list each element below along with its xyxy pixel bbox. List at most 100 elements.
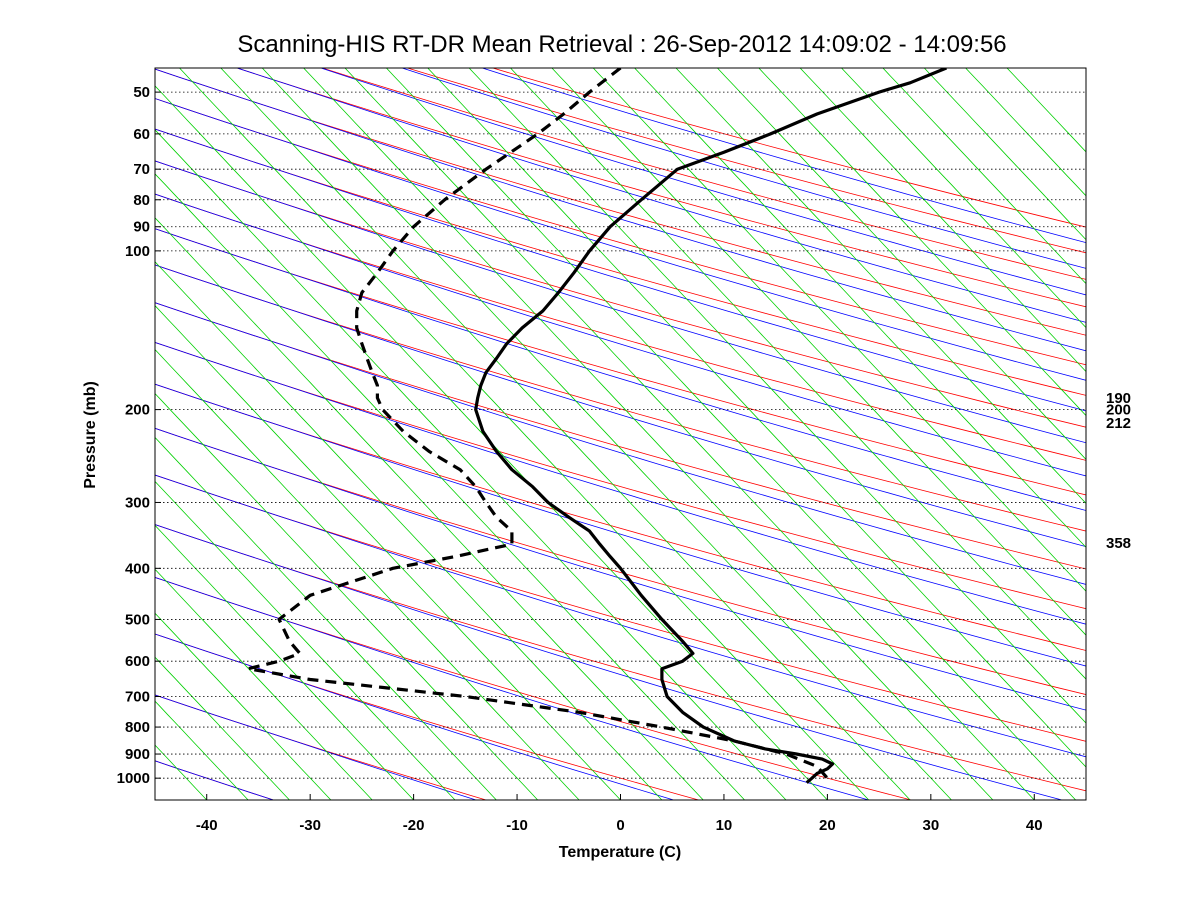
dry-adiabats-line: [155, 427, 1086, 696]
right-label: 358: [1106, 535, 1131, 552]
y-tick-label: 200: [125, 402, 150, 419]
moist-adiabats-line: [155, 264, 1086, 548]
mixing-ratio-lines-line: [509, 68, 1086, 680]
right-label: 190: [1106, 390, 1131, 407]
x-axis-label: Temperature (C): [559, 844, 681, 861]
moist-adiabats-line: [155, 228, 1086, 511]
y-tick-label: 800: [125, 719, 150, 736]
y-axis-label: Pressure (mb): [82, 381, 99, 489]
dewpoint-line: [246, 68, 829, 780]
y-tick-label: 100: [125, 243, 150, 260]
moist-adiabats-line: [155, 160, 1086, 444]
mixing-ratio-lines-line: [155, 129, 787, 800]
moist-adiabats-line: [155, 302, 1086, 585]
x-tick-label: -10: [506, 817, 528, 834]
mixing-ratio-lines-line: [155, 436, 497, 800]
x-tick-label: 20: [819, 817, 836, 834]
moist-adiabats-line: [155, 474, 1086, 758]
mixing-ratio-lines-line: [551, 68, 1086, 636]
background-lines: [0, 41, 1086, 800]
dry-adiabats-line: [155, 68, 1086, 336]
chart-title: Scanning-HIS RT-DR Mean Retrieval : 26-S…: [237, 31, 1006, 58]
moist-adiabats-line: [155, 524, 1063, 800]
mixing-ratio-lines-line: [220, 68, 911, 800]
mixing-ratio-lines-line: [592, 68, 1086, 592]
mixing-ratio-lines-line: [155, 480, 456, 800]
y-tick-label: 80: [133, 192, 150, 209]
moist-adiabats-line: [155, 576, 869, 800]
mixing-ratio-lines-line: [716, 68, 1086, 461]
pressure-gridlines: [155, 91, 1086, 779]
moist-adiabats-line: [155, 633, 674, 800]
moist-adiabats-line: [400, 68, 1086, 269]
mixing-ratio-lines-line: [303, 68, 994, 800]
x-tick-label: -40: [196, 817, 218, 834]
y-tick-label: 60: [133, 126, 150, 143]
x-axis-ticks: -40 -30 -20 -10 0 10 20 30 40: [196, 794, 1043, 834]
temperature-line: [474, 68, 948, 784]
dry-adiabats-line: [155, 694, 487, 800]
moist-adiabats-line: [155, 383, 1086, 667]
sounding-series: [246, 68, 948, 784]
dry-adiabats-line: [155, 576, 912, 800]
mixing-ratio-lines-line: [634, 68, 1086, 548]
x-tick-label: 0: [616, 817, 624, 834]
y-tick-label: 90: [133, 219, 150, 236]
mixing-ratio-lines-line: [178, 68, 870, 800]
right-label: 212: [1106, 415, 1131, 432]
dry-adiabats-line: [155, 524, 1086, 792]
mixing-ratio-lines-line: [261, 68, 952, 800]
dry-adiabats-line: [155, 193, 1086, 461]
y-axis-ticks: 50 60 70 80 90 100 200 300 400 500 600 700 800 900 100…: [117, 84, 161, 787]
plot-frame: [154, 67, 1087, 801]
moist-adiabats-line: [155, 98, 1086, 381]
moist-adiabats-line: [480, 68, 1086, 244]
x-tick-label: 30: [922, 817, 939, 834]
y-tick-label: 300: [125, 494, 150, 511]
mixing-ratio-lines-line: [1006, 68, 1086, 153]
mixing-ratio-lines-line: [155, 524, 414, 800]
moist-adiabats-line: [155, 193, 1086, 477]
moist-adiabats-line: [155, 128, 1086, 412]
mixing-ratio-lines-line: [155, 305, 621, 800]
dry-adiabats-line: [320, 68, 1086, 280]
dry-adiabats-line: [0, 41, 61, 800]
moist-adiabats-line: [155, 694, 477, 800]
mixing-ratio-lines-line: [758, 68, 1086, 417]
dry-adiabats-line: [155, 474, 1086, 742]
mixing-ratio-lines-line: [840, 68, 1086, 329]
y-tick-label: 1000: [117, 770, 150, 787]
y-tick-label: 400: [125, 560, 150, 577]
mixing-ratio-lines-line: [155, 217, 704, 800]
mixing-ratio-lines-line: [155, 656, 290, 800]
right-label: 200: [1106, 402, 1131, 419]
mixing-ratio-lines-line: [427, 68, 1086, 768]
moist-adiabats-line: [235, 68, 1086, 323]
mixing-ratio-lines-line: [344, 68, 1035, 800]
mixing-ratio-lines-line: [155, 568, 373, 800]
y-tick-label: 50: [133, 84, 150, 101]
moist-adiabats-line: [155, 68, 1086, 352]
y-tick-label: 600: [125, 653, 150, 670]
dry-adiabats-line: [155, 264, 1086, 532]
mixing-ratio-lines-line: [155, 612, 332, 800]
mixing-ratio-lines-line: [965, 68, 1086, 197]
y-tick-label: 900: [125, 746, 150, 763]
y-tick-label: 700: [125, 688, 150, 705]
x-tick-label: 10: [716, 817, 733, 834]
moist-adiabats-line: [155, 341, 1086, 625]
x-tick-label: -30: [299, 817, 321, 834]
mixing-ratio-lines-line: [155, 85, 828, 800]
x-tick-label: -20: [403, 817, 425, 834]
moist-adiabats-line: [155, 427, 1086, 711]
mixing-ratio-lines-line: [155, 261, 663, 800]
dry-adiabats-line: [155, 98, 1086, 366]
mixing-ratio-lines-line: [155, 348, 580, 800]
dry-adiabats-line: [491, 68, 1086, 228]
mixing-ratio-lines-line: [155, 173, 745, 800]
mixing-ratio-lines-line: [155, 392, 538, 800]
dry-adiabats-line: [406, 68, 1086, 254]
mixing-ratio-lines-line: [385, 68, 1076, 800]
